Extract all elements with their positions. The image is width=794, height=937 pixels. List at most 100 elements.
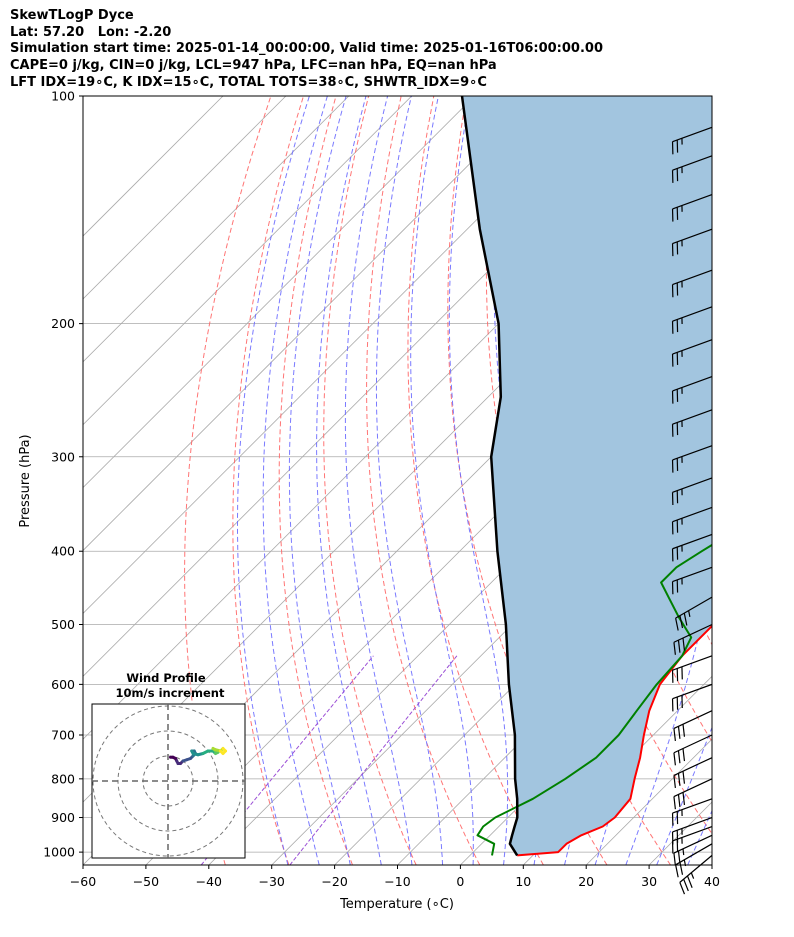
barb-flag	[679, 615, 684, 629]
x-tick-label: 40	[704, 874, 720, 889]
moist-adiabat	[288, 96, 351, 865]
barb-half-flag	[690, 872, 695, 879]
barb-staff	[673, 834, 713, 854]
barb-staff	[672, 445, 713, 461]
barb-staff	[672, 339, 713, 355]
barb-staff	[672, 816, 713, 833]
barb-staff	[672, 566, 713, 583]
barb-flag	[677, 794, 681, 808]
moist-adiabat	[719, 96, 794, 865]
y-tick-label: 400	[51, 544, 75, 559]
y-axis-ticks: 100 200 300 400 500 600 700 800 900 1000	[43, 89, 83, 860]
barb-flag	[682, 637, 686, 651]
isotherm-line	[83, 96, 601, 614]
barb-staff	[673, 757, 713, 776]
mixing-ratio-line	[289, 655, 458, 865]
moist-adiabat	[375, 96, 444, 865]
isotherm-line	[83, 96, 475, 489]
barb-flag	[677, 640, 681, 653]
profiles	[460, 96, 712, 857]
x-tick-label: −20	[321, 874, 347, 889]
y-axis-label: Pressure (hPa)	[18, 434, 33, 527]
parcel-line	[460, 96, 519, 857]
inset-subtitle: 10m/s increment	[116, 686, 225, 700]
y-tick-label: 500	[51, 617, 75, 632]
barb-flag	[673, 752, 676, 766]
isotherm-line	[711, 864, 712, 865]
barb-flag	[673, 642, 676, 655]
barb-flag	[682, 724, 686, 737]
barb-staff	[672, 306, 713, 322]
barb-flag	[682, 771, 686, 784]
wind-barb	[671, 376, 713, 404]
barb-staff	[672, 825, 713, 842]
barb-staff	[672, 228, 713, 245]
isotherm-line	[523, 675, 712, 865]
wind-barb	[673, 778, 713, 810]
isotherm-line	[334, 487, 712, 865]
barb-half-flag	[682, 848, 685, 856]
x-tick-label: 0	[456, 874, 464, 889]
barb-flag	[677, 850, 681, 864]
wind-barb	[673, 623, 713, 655]
moist-adiabat	[262, 96, 328, 865]
mixing-ratio-line	[200, 655, 374, 865]
isotherm-line	[83, 96, 287, 300]
wind-barb	[671, 126, 713, 155]
x-tick-label: −50	[133, 874, 159, 889]
dry-adiabat	[184, 96, 272, 865]
y-tick-label: 200	[51, 316, 75, 331]
barb-flag	[679, 862, 684, 875]
dewpoint-line	[476, 543, 712, 856]
barb-staff	[675, 596, 713, 619]
isotherm-line	[83, 96, 224, 237]
barb-flag	[677, 750, 681, 764]
wind-barb	[671, 655, 713, 683]
barb-flag	[677, 773, 681, 786]
isotherm-line	[83, 96, 538, 552]
barb-flag	[675, 618, 679, 631]
cape-cin-fill	[462, 96, 712, 856]
wind-barb	[679, 854, 713, 895]
wind-barb	[673, 710, 713, 742]
wind-profile-inset: Wind Profile 10m/s increment	[91, 671, 246, 859]
barb-staff	[673, 710, 713, 729]
barb-half-flag	[688, 610, 691, 617]
wind-barb	[671, 155, 713, 183]
y-tick-label: 300	[51, 449, 75, 464]
barb-staff	[672, 683, 713, 700]
wind-barb	[671, 445, 713, 473]
wind-barb	[675, 596, 713, 631]
title-stability-indices: LFT IDX=19∘C, K IDX=15∘C, TOTAL TOTS=38∘…	[10, 75, 487, 90]
wind-barb	[671, 409, 713, 437]
dry-adiabat	[323, 96, 417, 865]
barb-staff	[672, 477, 713, 493]
barb-staff	[672, 506, 713, 523]
wind-barb	[671, 306, 713, 334]
y-tick-label: 100	[51, 89, 75, 104]
barb-staff	[672, 269, 713, 286]
barb-flag	[673, 852, 676, 866]
barb-flag	[686, 875, 693, 888]
barb-flag	[683, 878, 689, 892]
moist-adiabat	[237, 96, 310, 865]
x-axis-ticks: −60 −50 −40 −30 −20 −10 0 10 20 30 40	[70, 865, 720, 889]
wind-barb	[671, 683, 713, 712]
moist-adiabat	[410, 96, 474, 865]
barb-flag	[673, 796, 676, 810]
x-tick-label: 30	[641, 874, 657, 889]
wind-barb	[673, 834, 713, 866]
wind-barbs	[671, 126, 713, 895]
x-tick-label: −40	[196, 874, 222, 889]
wind-barb	[671, 566, 713, 595]
barb-flag	[679, 882, 686, 895]
y-tick-label: 800	[51, 771, 75, 786]
dry-adiabat	[760, 96, 794, 865]
wind-barb	[673, 734, 713, 766]
barb-staff	[673, 778, 713, 798]
wind-barb	[671, 825, 713, 854]
wind-barb	[671, 269, 713, 298]
barb-staff	[672, 193, 713, 210]
barb-staff	[673, 734, 713, 754]
wind-barb	[671, 339, 713, 367]
